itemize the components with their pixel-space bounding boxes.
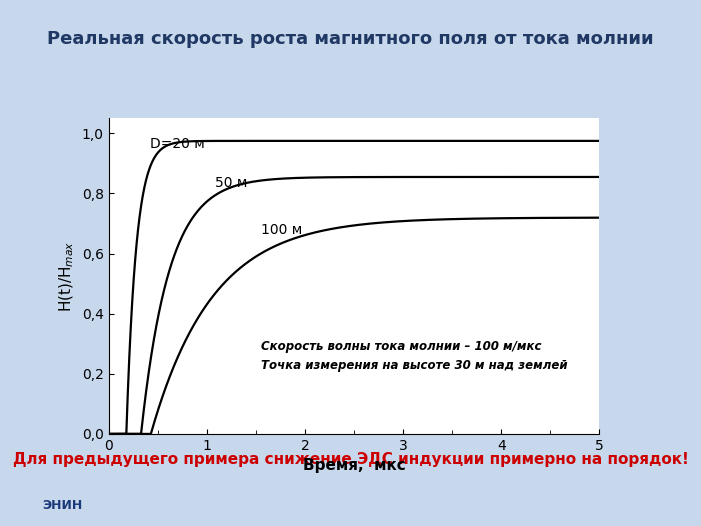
Text: 50 м: 50 м: [215, 176, 247, 190]
X-axis label: Время,  мкс: Время, мкс: [303, 458, 405, 473]
Y-axis label: H(t)/H$_{max}$: H(t)/H$_{max}$: [58, 240, 76, 312]
Text: 100 м: 100 м: [261, 222, 302, 237]
Text: D=20 м: D=20 м: [150, 137, 205, 151]
Text: Скорость волны тока молнии – 100 м/мкс
Точка измерения на высоте 30 м над землей: Скорость волны тока молнии – 100 м/мкс Т…: [261, 340, 567, 372]
Text: ЭНИН: ЭНИН: [42, 499, 82, 512]
Text: Для предыдущего примера снижение ЭДС индукции примерно на порядок!: Для предыдущего примера снижение ЭДС инд…: [13, 452, 688, 467]
Text: Реальная скорость роста магнитного поля от тока молнии: Реальная скорость роста магнитного поля …: [47, 31, 654, 48]
